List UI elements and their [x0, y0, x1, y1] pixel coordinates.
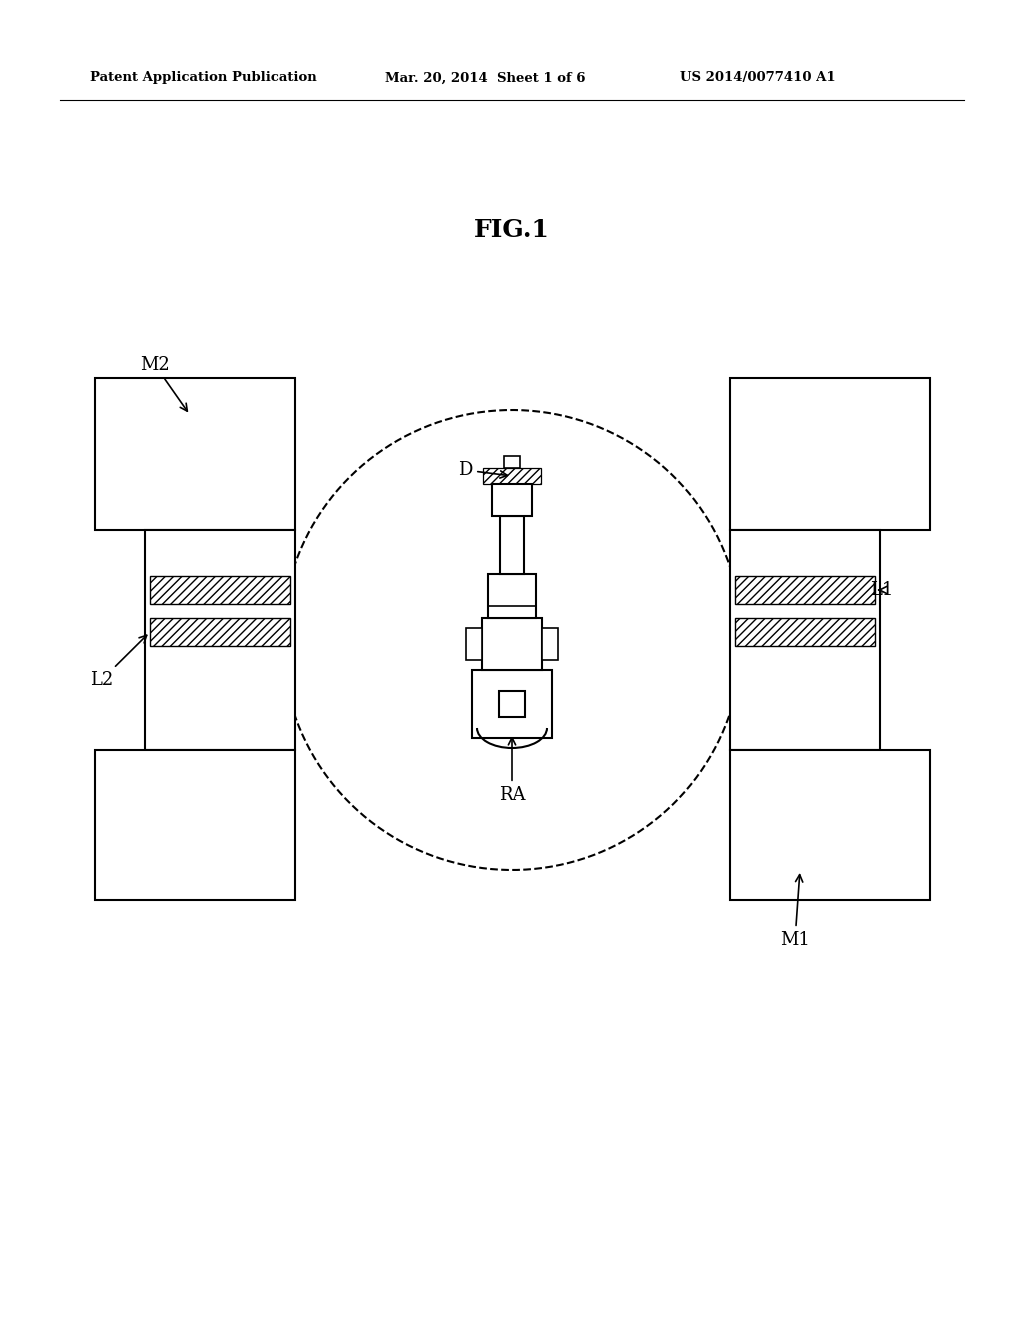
- Text: L2: L2: [90, 635, 146, 689]
- Bar: [730, 378, 930, 531]
- Text: M1: M1: [780, 875, 810, 949]
- Bar: [472, 671, 552, 738]
- Bar: [735, 576, 874, 605]
- Text: FIG.1: FIG.1: [474, 218, 550, 242]
- Bar: [482, 618, 542, 671]
- Bar: [150, 618, 290, 645]
- Bar: [735, 618, 874, 645]
- Bar: [730, 531, 880, 750]
- Text: US 2014/0077410 A1: US 2014/0077410 A1: [680, 71, 836, 84]
- Text: Patent Application Publication: Patent Application Publication: [90, 71, 316, 84]
- Bar: [466, 628, 482, 660]
- Bar: [150, 576, 290, 605]
- Bar: [735, 618, 874, 645]
- Bar: [735, 576, 874, 605]
- Bar: [730, 750, 930, 900]
- Bar: [499, 690, 525, 717]
- Bar: [500, 516, 524, 574]
- Bar: [150, 618, 290, 645]
- Text: M2: M2: [140, 356, 187, 412]
- Text: D: D: [458, 461, 508, 479]
- Text: Mar. 20, 2014  Sheet 1 of 6: Mar. 20, 2014 Sheet 1 of 6: [385, 71, 586, 84]
- Text: RA: RA: [499, 738, 525, 804]
- Bar: [95, 750, 295, 900]
- Bar: [488, 574, 536, 618]
- Bar: [145, 531, 295, 750]
- Bar: [95, 378, 295, 531]
- Bar: [483, 469, 541, 484]
- Bar: [492, 484, 532, 516]
- Text: L1: L1: [870, 581, 893, 599]
- Bar: [504, 455, 520, 469]
- Bar: [150, 576, 290, 605]
- Bar: [483, 469, 541, 484]
- Bar: [542, 628, 558, 660]
